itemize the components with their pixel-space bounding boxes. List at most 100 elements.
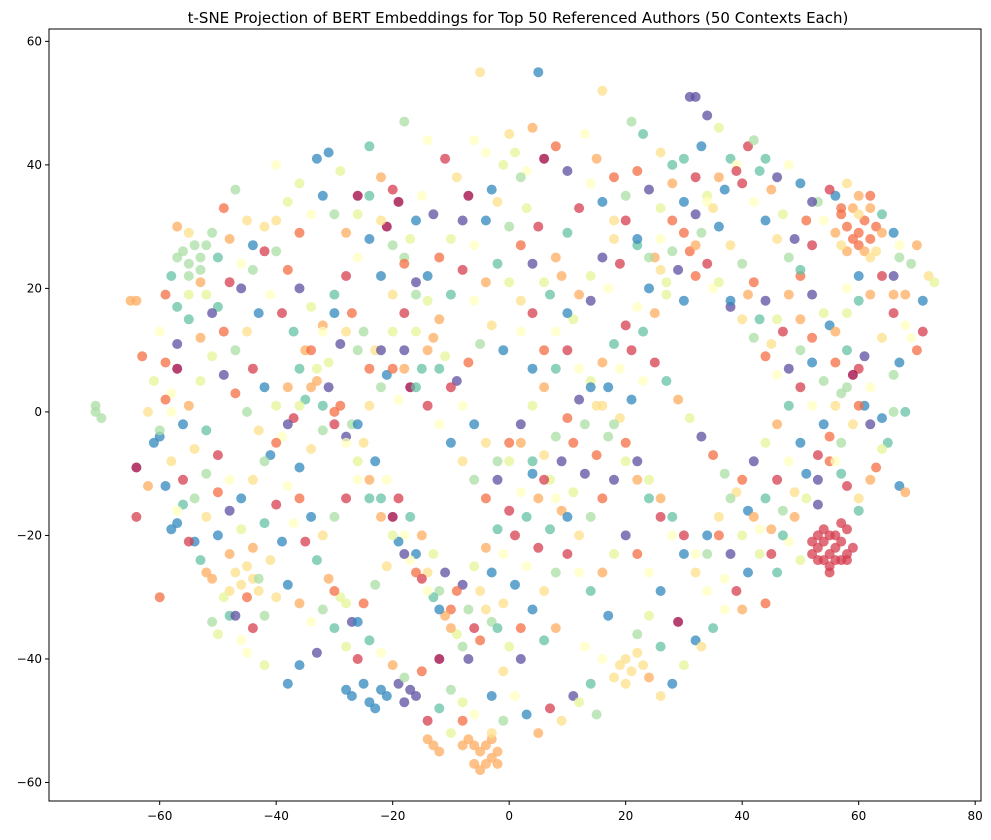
data-point <box>317 425 328 436</box>
data-point <box>719 468 730 479</box>
data-point <box>183 258 194 269</box>
data-point <box>364 635 375 646</box>
data-point <box>329 511 340 522</box>
data-point <box>247 474 258 485</box>
data-point <box>405 511 416 522</box>
data-point <box>277 308 287 319</box>
data-point <box>527 468 538 479</box>
data-point <box>376 345 386 356</box>
data-point <box>504 277 515 288</box>
data-point <box>504 456 515 467</box>
data-point <box>766 549 777 559</box>
data-point <box>597 357 608 368</box>
data-point <box>480 437 491 448</box>
data-point <box>795 555 806 566</box>
data-point <box>294 178 305 189</box>
data-point <box>172 301 183 312</box>
y-tick-label: 20 <box>27 281 42 295</box>
data-point <box>539 450 550 461</box>
data-point <box>352 456 363 467</box>
data-point <box>387 511 398 522</box>
data-point <box>713 122 724 133</box>
data-point <box>783 536 794 547</box>
data-point <box>475 765 486 776</box>
data-point <box>90 400 101 411</box>
data-point <box>667 678 678 689</box>
data-point <box>853 295 864 306</box>
data-point <box>702 258 713 269</box>
data-point <box>678 530 689 541</box>
data-point <box>236 524 247 535</box>
data-point <box>416 530 427 541</box>
data-point <box>725 240 736 251</box>
data-point <box>521 709 532 720</box>
data-point <box>871 221 882 232</box>
data-point <box>597 252 608 263</box>
data-point <box>178 419 188 430</box>
data-point <box>434 363 445 374</box>
data-point <box>702 530 713 541</box>
data-point <box>807 536 818 547</box>
data-point <box>853 271 864 281</box>
data-point <box>323 382 334 393</box>
data-point <box>247 240 258 251</box>
data-point <box>422 586 433 596</box>
data-point <box>486 728 497 739</box>
data-point <box>865 234 876 244</box>
data-point <box>772 369 783 380</box>
data-point <box>282 264 293 275</box>
data-point <box>568 437 579 448</box>
data-point <box>527 456 538 467</box>
data-point <box>183 314 194 325</box>
data-point <box>294 660 305 671</box>
data-point <box>416 363 427 374</box>
data-point <box>539 382 550 393</box>
data-point <box>143 481 153 491</box>
data-point <box>329 308 340 319</box>
data-point <box>748 277 759 288</box>
data-point <box>469 709 480 720</box>
data-point <box>131 295 142 306</box>
data-point <box>230 388 241 399</box>
data-point <box>207 308 218 319</box>
data-point <box>265 555 276 566</box>
data-point <box>253 573 264 584</box>
data-point <box>236 283 247 294</box>
data-point <box>428 332 439 343</box>
data-point <box>917 295 928 306</box>
data-point <box>498 715 509 726</box>
data-point <box>358 678 369 689</box>
data-point <box>620 320 631 331</box>
data-point <box>457 641 468 652</box>
data-point <box>830 326 841 337</box>
data-point <box>440 153 451 164</box>
data-point <box>847 419 858 430</box>
data-point <box>696 431 707 442</box>
data-point <box>451 376 462 386</box>
data-point <box>900 487 911 498</box>
data-point <box>690 271 701 281</box>
data-point <box>352 616 363 627</box>
data-point <box>393 493 404 504</box>
x-tick-label: 0 <box>505 809 513 823</box>
data-point <box>900 406 911 417</box>
data-point <box>655 586 666 596</box>
data-point <box>510 691 520 701</box>
data-point <box>294 493 305 504</box>
data-point <box>422 400 433 411</box>
data-point <box>597 85 608 96</box>
data-point <box>900 320 911 331</box>
data-point <box>166 406 177 417</box>
data-point <box>411 277 421 288</box>
data-point <box>218 592 229 603</box>
data-point <box>422 734 433 745</box>
data-point <box>871 462 882 473</box>
data-point <box>731 586 742 596</box>
data-point <box>783 456 794 467</box>
data-point <box>364 141 375 152</box>
data-point <box>475 635 486 646</box>
data-point <box>649 357 660 368</box>
data-point <box>574 363 585 374</box>
data-point <box>445 437 456 448</box>
data-point <box>603 283 614 294</box>
